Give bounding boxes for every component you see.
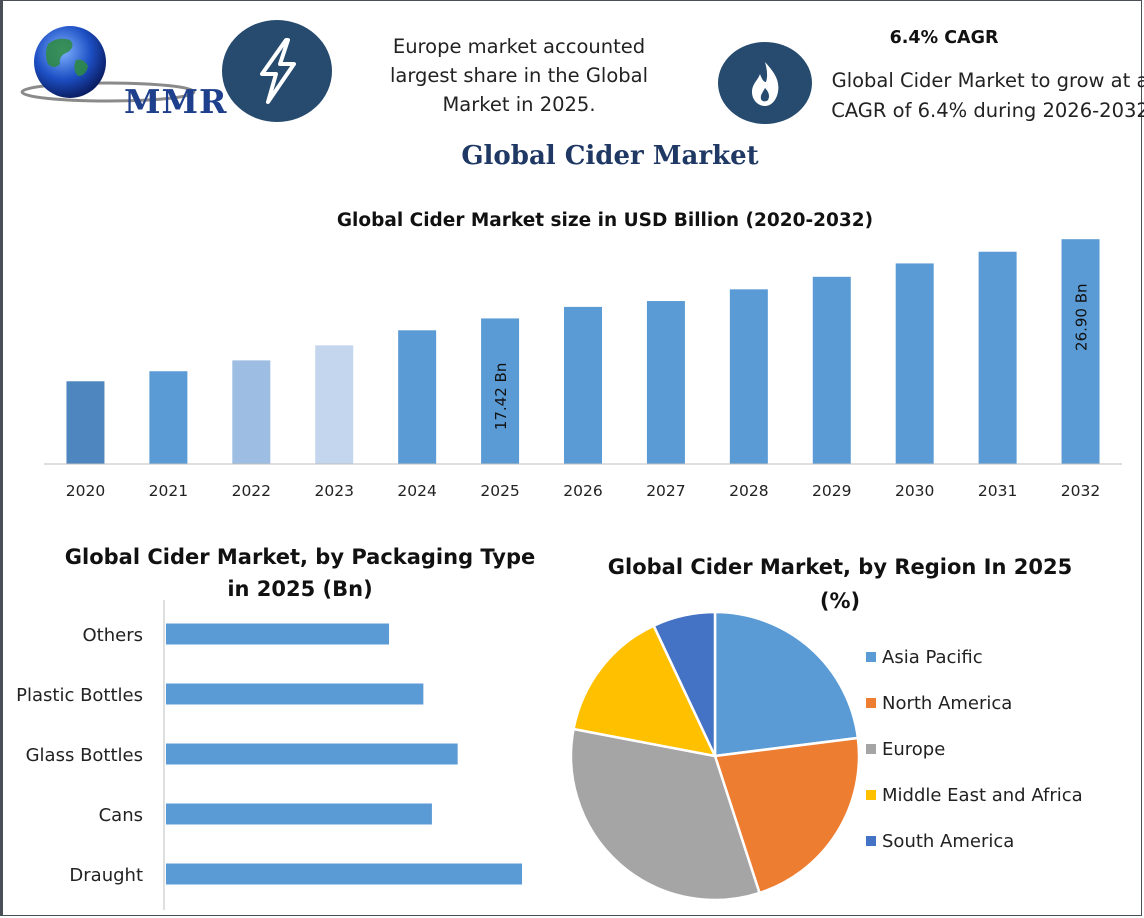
hbar-plastic-bottles [166,683,424,705]
bar-2030 [895,263,934,464]
bar-2025 [481,318,520,464]
x-tick-label: 2031 [978,482,1017,500]
globe-icon [20,26,196,103]
bar-2023 [315,345,354,464]
y-tick-label: Plastic Bottles [16,685,143,706]
region-chart-title-line2: (%) [820,589,860,613]
y-tick-label: Others [83,625,144,646]
legend-label: Middle East and Africa [882,785,1083,806]
bar-2026 [564,306,602,464]
x-tick-label: 2021 [149,482,188,500]
bar-2027 [646,301,685,464]
flame-icon [718,42,812,124]
x-tick-label: 2024 [397,482,436,500]
x-tick-label: 2029 [812,482,851,500]
hbar-cans [166,803,432,825]
europe-highlight-text: Europe market accounted largest share in… [389,35,649,116]
x-tick-label: 2027 [646,482,685,500]
bar-data-label: 17.42 Bn [492,363,510,431]
x-tick-label: 2020 [66,482,105,500]
pie-slice-europe [569,727,762,902]
packaging-chart-title-line1: Global Cider Market, by Packaging Type [65,545,535,569]
cagr-description: Global Cider Market to grow at a CAGR of… [831,69,1144,122]
lightning-bolt-icon [222,20,332,122]
bar-2031 [978,251,1017,464]
y-tick-label: Glass Bottles [26,745,143,766]
hbar-others [166,623,390,645]
bar-data-label: 26.90 Bn [1073,283,1091,351]
x-tick-label: 2026 [563,482,602,500]
region-pie-chart: Global Cider Market, by Region In 2025 (… [569,555,1083,902]
y-tick-label: Draught [69,865,143,886]
pie-slice-south-america [652,610,717,757]
x-tick-label: 2025 [480,482,519,500]
packaging-chart-title-line2: in 2025 (Bn) [227,577,372,601]
pie-slice-north-america [713,736,861,895]
x-tick-label: 2032 [1061,482,1100,500]
bar-2029 [812,276,851,464]
legend-label: Asia Pacific [882,647,983,668]
pie-slice-asia-pacific [713,610,860,758]
x-tick-label: 2023 [315,482,354,500]
x-tick-label: 2028 [729,482,768,500]
bar-2028 [729,289,768,464]
legend-label: North America [882,693,1012,714]
bar-2022 [232,360,271,464]
bar-2032 [1061,239,1100,464]
packaging-type-bar-chart: Global Cider Market, by Packaging Type i… [16,545,535,910]
brand-name: MMR [124,82,228,121]
legend-swatch [866,744,876,754]
legend-swatch [866,790,876,800]
cagr-title: 6.4% CAGR [889,28,999,48]
x-tick-label: 2022 [232,482,271,500]
page-title: Global Cider Market [461,141,759,171]
hbar-glass-bottles [166,743,458,765]
pie-slice-middle-east-and-africa [572,624,718,758]
bar-2024 [398,330,437,464]
legend-swatch [866,698,876,708]
legend-swatch [866,652,876,662]
bar-2021 [149,371,188,464]
x-tick-label: 2030 [895,482,934,500]
hbar-draught [166,863,522,885]
bar-2020 [66,381,105,464]
legend-label: Europe [882,739,945,760]
legend-swatch [866,836,876,846]
bar-chart-title: Global Cider Market size in USD Billion … [337,210,873,231]
region-chart-title-line1: Global Cider Market, by Region In 2025 [608,555,1072,579]
legend-label: South America [882,831,1014,852]
market-size-bar-chart: Global Cider Market size in USD Billion … [44,210,1122,500]
y-tick-label: Cans [99,805,143,826]
mmr-logo: MMR [18,20,226,121]
